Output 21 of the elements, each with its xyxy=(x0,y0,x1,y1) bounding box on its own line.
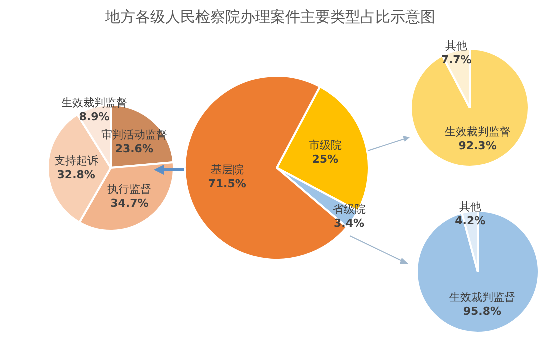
data-label: 8.9% xyxy=(79,110,110,124)
data-label: 92.3% xyxy=(458,139,497,152)
slice-label: 生效裁判监督 xyxy=(449,291,516,304)
data-label: 7.7% xyxy=(441,53,472,66)
slice-label: 生效裁判监督 xyxy=(61,96,128,110)
slice-label: 支持起诉 xyxy=(54,154,98,168)
data-label: 71.5% xyxy=(208,177,246,190)
data-label: 25% xyxy=(312,153,339,166)
data-label: 23.6% xyxy=(115,142,154,156)
text: 地方各级人民检察院办理案件主要类型占比示意图 xyxy=(104,8,436,27)
slice-label: 生效裁判监督 xyxy=(444,125,511,138)
slice-label: 基层院 xyxy=(210,163,244,176)
slice-label: 执行监督 xyxy=(108,183,152,196)
slice-label: 其他 xyxy=(459,200,482,214)
data-label: 95.8% xyxy=(463,305,502,318)
slice-label: 其他 xyxy=(446,39,468,52)
data-label: 34.7% xyxy=(110,197,149,210)
slice-label: 省级院 xyxy=(332,203,366,216)
slice-label: 市级院 xyxy=(308,139,342,152)
data-label: 32.8% xyxy=(57,168,96,182)
data-label: 4.2% xyxy=(455,214,486,228)
